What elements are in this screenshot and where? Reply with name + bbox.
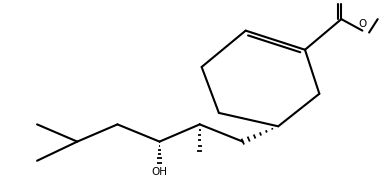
Text: OH: OH <box>152 167 168 177</box>
Text: O: O <box>358 19 367 29</box>
